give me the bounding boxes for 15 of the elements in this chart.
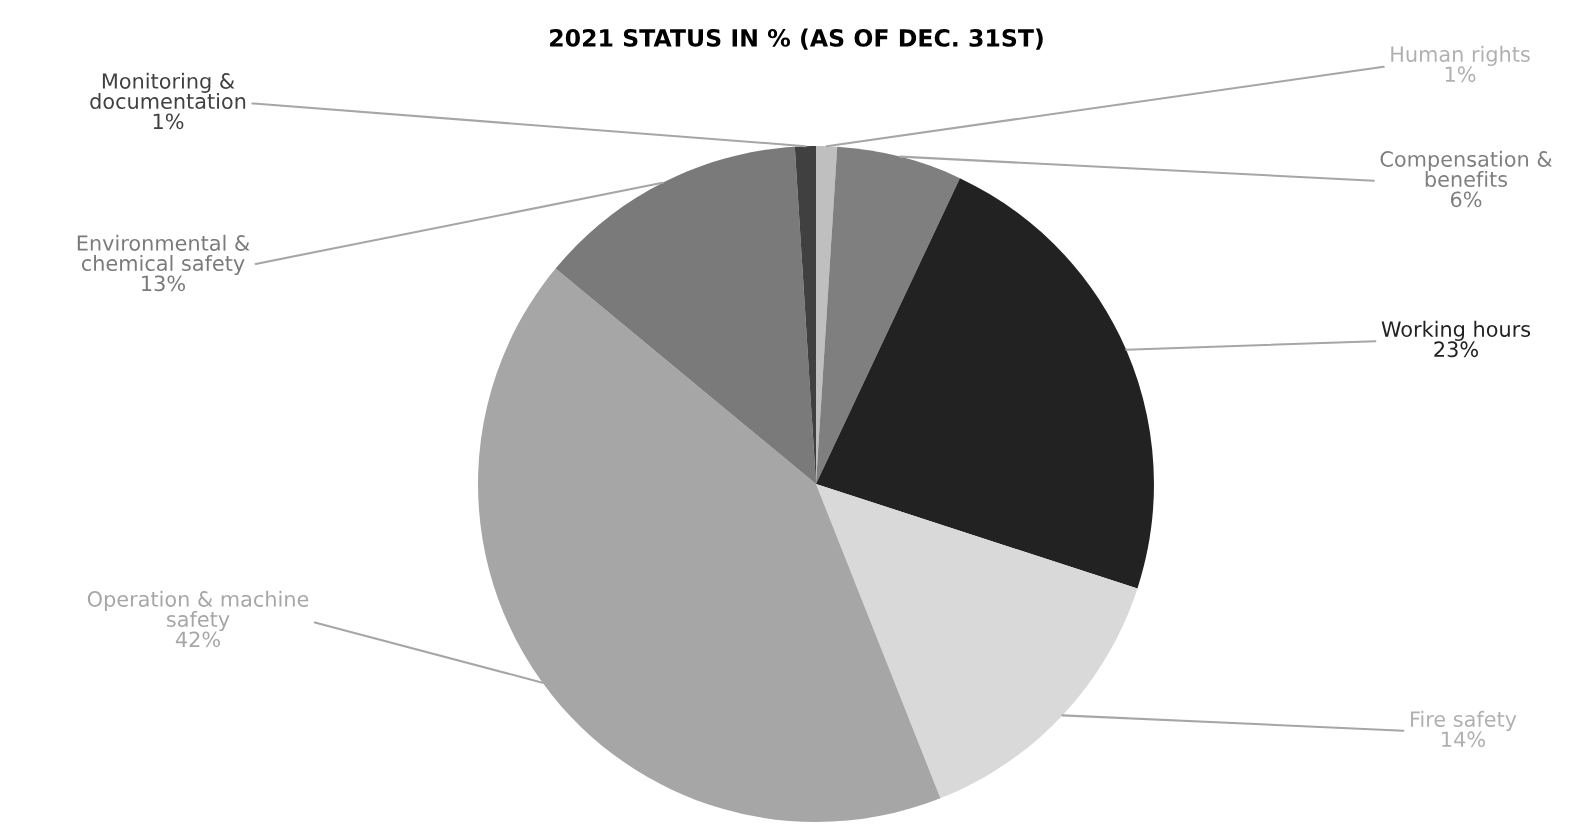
slice-label: Human rights bbox=[1391, 45, 1530, 66]
slice-label: Working hours bbox=[1381, 320, 1531, 341]
slice-label: Operation & machine safety bbox=[87, 590, 309, 632]
data-label: 1% bbox=[1445, 66, 1476, 83]
data-label: 6% bbox=[1450, 191, 1482, 208]
slice-label: Monitoring & documentation bbox=[90, 72, 246, 110]
slice-label: Compensation & benefits bbox=[1380, 150, 1552, 188]
slice-label: Fire safety bbox=[1411, 710, 1517, 731]
data-label: 13% bbox=[142, 275, 185, 292]
data-label: 23% bbox=[1434, 341, 1478, 358]
data-label: 1% bbox=[153, 113, 184, 130]
data-label: 14% bbox=[1442, 731, 1485, 748]
chart-title: 2021 STATUS IN % (AS OF DEC. 31ST) bbox=[550, 28, 1043, 50]
data-label: 42% bbox=[175, 631, 220, 648]
slice-label: Environmental & chemical safety bbox=[77, 234, 250, 276]
